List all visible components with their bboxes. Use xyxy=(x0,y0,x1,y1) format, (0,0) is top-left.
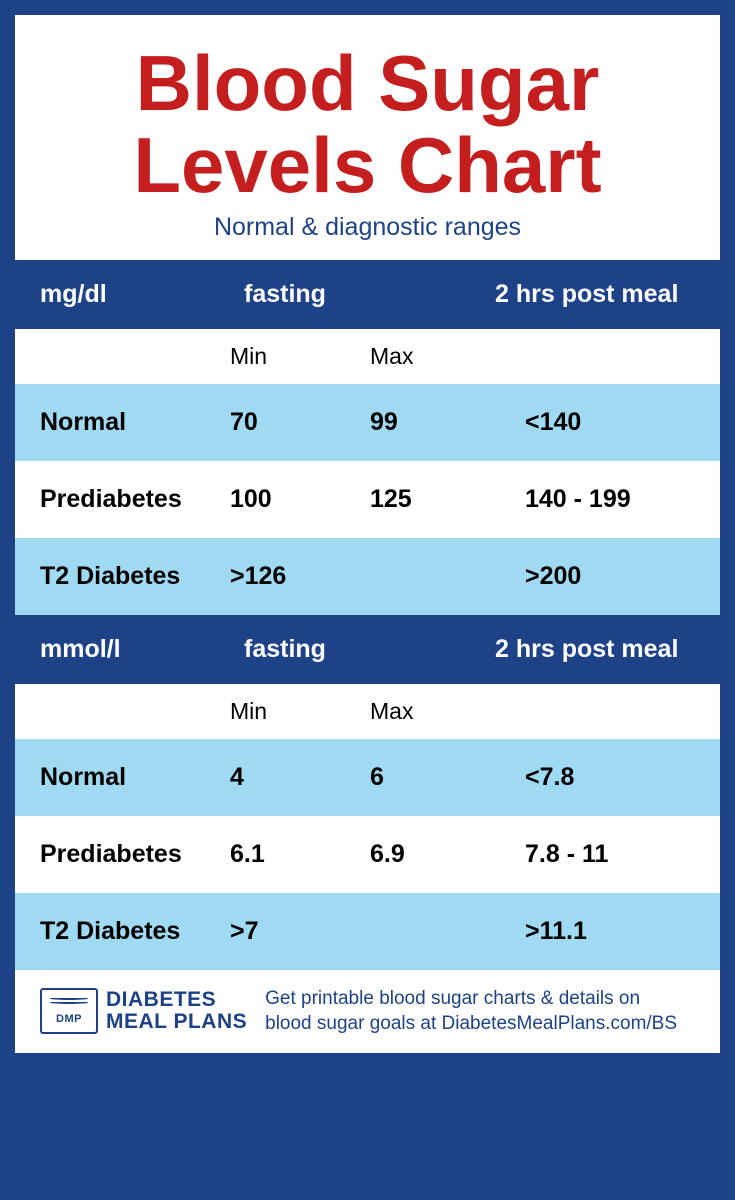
column-fasting-label: fasting xyxy=(220,280,480,309)
cell-max: 6 xyxy=(350,763,480,792)
brand-line-2: MEAL PLANS xyxy=(106,1010,247,1033)
footer-callout: Get printable blood sugar charts & detai… xyxy=(265,986,695,1037)
cell-max: 6.9 xyxy=(350,840,480,869)
cell-min: 4 xyxy=(220,763,350,792)
max-label: Max xyxy=(350,343,480,370)
cell-post: <140 xyxy=(480,408,695,437)
min-label: Min xyxy=(220,343,350,370)
cell-min: 70 xyxy=(220,408,350,437)
dmp-logo-icon: DMP xyxy=(40,988,98,1034)
section-header-mgdl: mg/dl fasting 2 hrs post meal xyxy=(15,260,720,329)
chart-footer: DMP DIABETES MEAL PLANS Get printable bl… xyxy=(15,970,720,1053)
cell-post: 7.8 - 11 xyxy=(480,840,695,869)
cell-post: >11.1 xyxy=(480,917,695,946)
column-postmeal-label: 2 hrs post meal xyxy=(480,635,695,664)
section-header-mmoll: mmol/l fasting 2 hrs post meal xyxy=(15,615,720,684)
brand-logo: DMP DIABETES MEAL PLANS xyxy=(40,988,247,1034)
row-label-t2diabetes: T2 Diabetes xyxy=(40,917,220,946)
title-line-1: Blood Sugar xyxy=(136,39,600,127)
cell-min: 6.1 xyxy=(220,840,350,869)
unit-label-mgdl: mg/dl xyxy=(40,280,220,309)
cell-max: 99 xyxy=(350,408,480,437)
row-label-prediabetes: Prediabetes xyxy=(40,840,220,869)
column-fasting-label: fasting xyxy=(220,635,480,664)
cell-min: 100 xyxy=(220,485,350,514)
title-line-2: Levels Chart xyxy=(133,121,601,209)
cell-min: >7 xyxy=(220,917,350,946)
table-row: Prediabetes 6.1 6.9 7.8 - 11 xyxy=(15,816,720,893)
table-row: Prediabetes 100 125 140 - 199 xyxy=(15,461,720,538)
table-row: Normal 70 99 <140 xyxy=(15,384,720,461)
chart-title: Blood Sugar Levels Chart xyxy=(35,43,700,207)
subheader-mmoll: Min Max xyxy=(15,684,720,739)
table-row: Normal 4 6 <7.8 xyxy=(15,739,720,816)
brand-name: DIABETES MEAL PLANS xyxy=(106,989,247,1033)
max-label: Max xyxy=(350,698,480,725)
min-label: Min xyxy=(220,698,350,725)
row-label-prediabetes: Prediabetes xyxy=(40,485,220,514)
row-label-t2diabetes: T2 Diabetes xyxy=(40,562,220,591)
brand-line-1: DIABETES xyxy=(106,988,216,1011)
cell-post: 140 - 199 xyxy=(480,485,695,514)
chart-header: Blood Sugar Levels Chart Normal & diagno… xyxy=(15,15,720,260)
footer-text-line-1: Get printable blood sugar charts & detai… xyxy=(265,988,640,1009)
footer-text-line-2: blood sugar goals at DiabetesMealPlans.c… xyxy=(265,1013,677,1034)
cell-max xyxy=(350,917,480,946)
chart-subtitle: Normal & diagnostic ranges xyxy=(35,213,700,242)
row-label-normal: Normal xyxy=(40,408,220,437)
column-postmeal-label: 2 hrs post meal xyxy=(480,280,695,309)
table-row: T2 Diabetes >7 >11.1 xyxy=(15,893,720,970)
row-label-normal: Normal xyxy=(40,763,220,792)
cell-post: <7.8 xyxy=(480,763,695,792)
cell-min: >126 xyxy=(220,562,350,591)
cell-max xyxy=(350,562,480,591)
logo-abbrev: DMP xyxy=(56,1014,82,1025)
subheader-mgdl: Min Max xyxy=(15,329,720,384)
table-row: T2 Diabetes >126 >200 xyxy=(15,538,720,615)
cell-post: >200 xyxy=(480,562,695,591)
cell-max: 125 xyxy=(350,485,480,514)
unit-label-mmoll: mmol/l xyxy=(40,635,220,664)
